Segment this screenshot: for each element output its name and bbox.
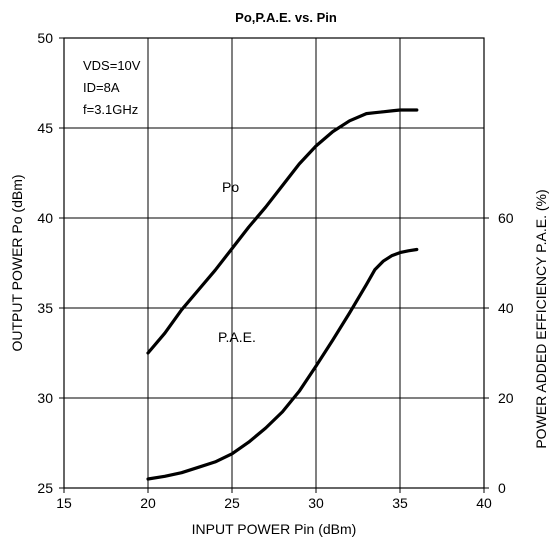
- pae-series-label: P.A.E.: [218, 329, 256, 345]
- y-tick-label: 35: [37, 300, 53, 316]
- y2-tick-label: 40: [498, 300, 514, 316]
- y-tick-label: 45: [37, 120, 53, 136]
- y-axis-label: OUTPUT POWER Po (dBm): [9, 174, 25, 351]
- conditions-note: VDS=10V ID=8A f=3.1GHz: [83, 58, 141, 117]
- condition-freq: f=3.1GHz: [83, 102, 138, 117]
- x-tick-label: 40: [476, 495, 492, 511]
- y2-axis-label: POWER ADDED EFFICIENCY P.A.E. (%): [533, 189, 549, 448]
- y2-tick-label: 60: [498, 210, 514, 226]
- y2-axis-ticks: 0 20 40 60: [484, 210, 514, 496]
- grid-lines: [64, 38, 484, 488]
- x-tick-label: 25: [224, 495, 240, 511]
- pae-curve: [146, 247, 419, 481]
- x-tick-label: 35: [392, 495, 408, 511]
- x-axis-ticks: 15 20 25 30 35 40: [56, 488, 492, 511]
- condition-id: ID=8A: [83, 80, 120, 95]
- condition-vds: VDS=10V: [83, 58, 141, 73]
- x-tick-label: 15: [56, 495, 72, 511]
- y-tick-label: 40: [37, 210, 53, 226]
- y2-tick-label: 20: [498, 390, 514, 406]
- x-tick-label: 20: [140, 495, 156, 511]
- series-curves: [146, 108, 419, 481]
- y-tick-label: 50: [37, 30, 53, 46]
- po-curve: [146, 108, 419, 355]
- y-axis-ticks: 25 30 35 40 45 50: [37, 30, 64, 496]
- po-series-label: Po: [222, 179, 239, 195]
- chart-title: Po,P.A.E. vs. Pin: [235, 10, 337, 25]
- y-tick-label: 30: [37, 390, 53, 406]
- x-tick-label: 30: [308, 495, 324, 511]
- plot-frame: [63, 37, 485, 489]
- y-tick-label: 25: [37, 480, 53, 496]
- x-axis-label: INPUT POWER Pin (dBm): [192, 521, 357, 537]
- y2-tick-label: 0: [498, 480, 506, 496]
